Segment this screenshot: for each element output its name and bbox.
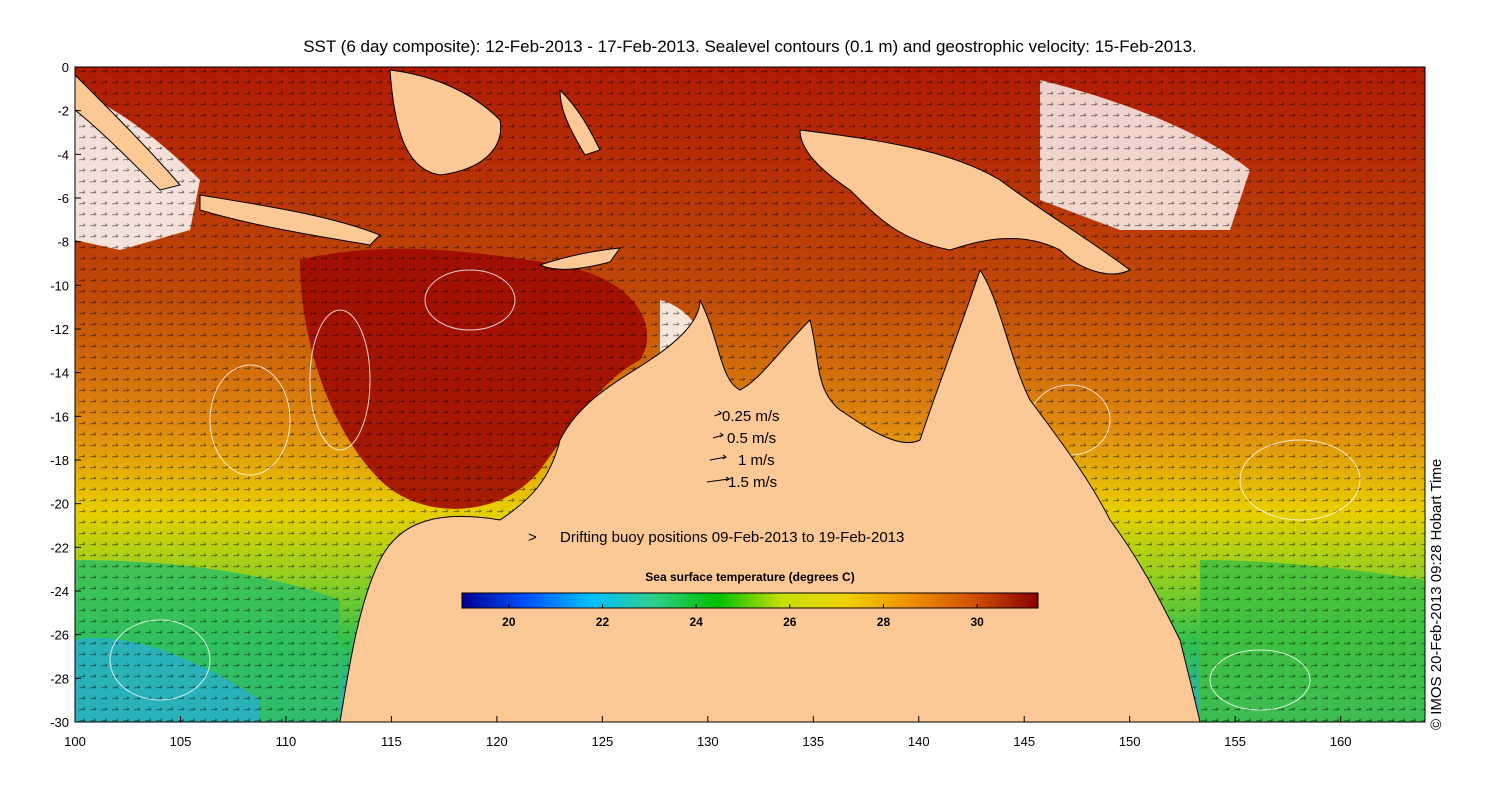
colorbar-tick-label: 28 xyxy=(877,615,891,629)
y-tick-label: 0 xyxy=(62,60,69,75)
colorbar-tick-label: 30 xyxy=(970,615,984,629)
x-tick-label: 105 xyxy=(170,734,192,749)
velocity-label: 1 m/s xyxy=(738,452,775,469)
y-tick-label: -30 xyxy=(50,715,69,730)
velocity-arrow xyxy=(714,410,723,417)
velocity-label: 1.5 m/s xyxy=(728,474,777,491)
y-tick-label: -6 xyxy=(57,191,69,206)
colorbar-scale xyxy=(461,592,1039,609)
y-tick-label: -20 xyxy=(50,497,69,512)
velocity-arrow xyxy=(706,476,730,483)
y-tick-label: -12 xyxy=(50,322,69,337)
x-tick-label: 160 xyxy=(1330,734,1352,749)
velocity-arrow xyxy=(709,454,727,461)
map-area xyxy=(75,67,1425,722)
timor xyxy=(538,247,622,270)
y-tick-label: -26 xyxy=(50,628,69,643)
new-guinea xyxy=(799,129,1131,275)
buoy-legend-label: Drifting buoy positions 09-Feb-2013 to 1… xyxy=(560,529,904,546)
y-tick-label: -16 xyxy=(50,409,69,424)
colorbar-tick-label: 26 xyxy=(783,615,797,629)
plot-frame xyxy=(74,66,1426,723)
x-tick-label: 150 xyxy=(1119,734,1141,749)
y-tick-label: -18 xyxy=(50,453,69,468)
velocity-arrow xyxy=(712,432,724,439)
x-tick-label: 110 xyxy=(276,734,297,749)
x-tick-label: 100 xyxy=(64,734,86,749)
sumatra xyxy=(75,74,181,191)
x-tick-label: 130 xyxy=(697,734,719,749)
x-axis: 100 105 110 115 120 125 130 135 140 145 150 155 160 xyxy=(64,716,1351,749)
colorbar-title: Sea surface temperature (degrees C) xyxy=(645,570,854,584)
x-tick-label: 140 xyxy=(908,734,930,749)
landmasses xyxy=(75,69,1201,722)
borneo xyxy=(389,69,502,176)
x-tick-label: 155 xyxy=(1224,734,1246,749)
colorbar: Sea surface temperature (degrees C) 20 22… xyxy=(461,570,1039,629)
velocity-legend: 0.25 m/s 0.5 m/s 1 m/s 1.5 m/s xyxy=(706,408,780,491)
buoy-legend: > Drifting buoy positions 09-Feb-2013 to… xyxy=(528,529,904,546)
colorbar-tick-label: 20 xyxy=(502,615,516,629)
x-tick-label: 125 xyxy=(591,734,613,749)
x-tick-label: 115 xyxy=(381,734,402,749)
velocity-label: 0.5 m/s xyxy=(727,430,776,447)
java xyxy=(199,194,381,246)
y-tick-label: -14 xyxy=(50,366,69,381)
map-title: SST (6 day composite): 12-Feb-2013 - 17-… xyxy=(303,37,1197,56)
x-tick-label: 145 xyxy=(1013,734,1035,749)
y-axis: 0 -2 -4 -6 -8 -10 -12 -14 -16 -18 -20 -22 -24 -26 -28 -… xyxy=(50,60,81,730)
y-tick-label: -24 xyxy=(50,584,69,599)
y-tick-label: -8 xyxy=(57,235,69,250)
y-tick-label: -10 xyxy=(50,278,69,293)
x-tick-label: 135 xyxy=(802,734,824,749)
sulawesi xyxy=(559,88,601,156)
australia xyxy=(339,268,1201,722)
y-tick-label: -22 xyxy=(50,540,69,555)
y-tick-label: -28 xyxy=(50,671,69,686)
x-tick-label: 120 xyxy=(486,734,508,749)
velocity-label: 0.25 m/s xyxy=(722,408,780,425)
y-tick-label: -2 xyxy=(57,104,69,119)
colorbar-tick-label: 22 xyxy=(596,615,610,629)
y-tick-label: -4 xyxy=(57,147,69,162)
colorbar-tick-label: 24 xyxy=(689,615,703,629)
buoy-symbol: > xyxy=(528,529,537,546)
